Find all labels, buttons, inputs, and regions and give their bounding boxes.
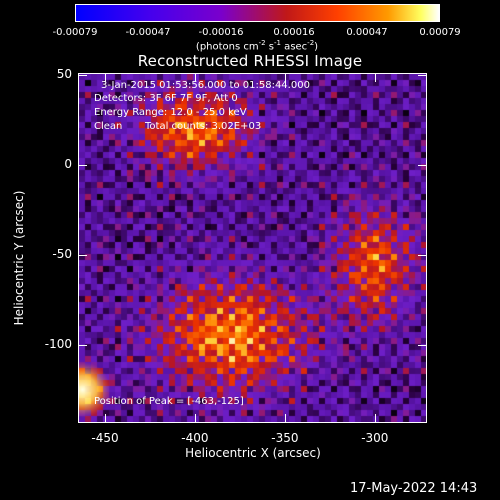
time-range-annotation: 3-Jan-2015 01:53:56.000 to 01:58:44.000 [101,80,310,91]
peak-position-annotation: Position of Peak = [-463,-125] [94,396,244,407]
x-axis-label: Heliocentric X (arcsec) [185,446,321,460]
x-tick-mark [284,414,286,422]
y-tick-mark [418,165,426,166]
colorbar-tick-label: 0.00079 [419,27,461,38]
colorbar-tick-label: -0.00016 [198,27,244,38]
colorbar [75,4,440,22]
x-tick-label: -300 [361,431,389,445]
x-tick-mark [374,414,376,422]
y-tick-label: 0 [64,157,72,171]
x-tick-mark [104,74,106,82]
x-tick-mark [284,74,286,82]
y-tick-mark [418,345,426,347]
y-tick-label: 50 [56,66,72,81]
colorbar-unit-label: (photons cm-2 s-1 asec-2) [195,39,319,53]
colorbar-tick-label: -0.00047 [125,27,171,38]
y-tick-mark [79,165,87,166]
y-tick-label: -100 [44,337,72,352]
x-tick-mark [104,414,106,422]
x-tick-mark [194,74,196,82]
x-tick-mark [194,414,196,422]
y-tick-mark [79,345,87,347]
colorbar-tick-label: 0.00016 [273,27,315,38]
clean-annotation: Clean [94,121,123,132]
chart-title: Reconstructed RHESSI Image [137,52,363,70]
y-tick-mark [79,255,87,257]
colorbar-tick-label: 0.00047 [346,27,388,38]
counts-annotation: Total counts: 3.02E+03 [145,121,262,132]
detectors-annotation: Detectors: 3F 6F 7F 9F, Att 0 [94,93,238,104]
x-tick-label: -400 [181,431,209,445]
y-tick-mark [79,74,87,76]
energy-annotation: Energy Range: 12.0 - 25.0 keV [94,107,247,118]
y-axis-label: Heliocentric Y (arcsec) [12,190,26,326]
plot-area [78,73,427,423]
x-tick-mark [374,74,376,82]
heatmap-image [79,74,426,422]
y-tick-mark [418,74,426,76]
x-tick-label: -350 [271,431,299,445]
y-tick-label: -50 [52,247,72,262]
timestamp: 17-May-2022 14:43 [350,481,478,496]
x-tick-label: -450 [91,431,119,445]
colorbar-tick-label: -0.00079 [52,27,98,38]
y-tick-mark [418,255,426,257]
